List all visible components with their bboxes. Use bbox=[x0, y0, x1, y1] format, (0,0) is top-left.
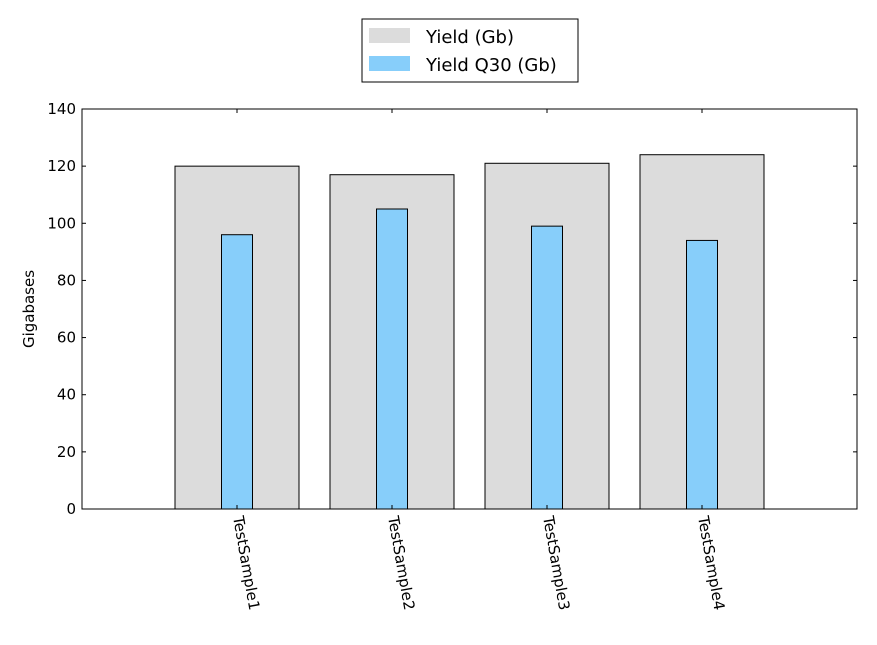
y-tick-label: 20 bbox=[57, 443, 76, 461]
x-tick-label: TestSample3 bbox=[539, 514, 573, 612]
x-tick-label: TestSample4 bbox=[694, 514, 728, 612]
legend-swatch-yield bbox=[369, 28, 410, 43]
legend-swatch-yield-q30 bbox=[369, 56, 410, 71]
x-tick-label: TestSample2 bbox=[384, 514, 418, 612]
y-tick-label: 100 bbox=[47, 214, 76, 232]
y-axis-label: Gigabases bbox=[20, 270, 38, 348]
y-tick-label: 120 bbox=[47, 157, 76, 175]
bar-yield-q30-testsample2 bbox=[376, 208, 408, 510]
plot-frame bbox=[81, 108, 858, 510]
y-tick-label: 80 bbox=[57, 271, 76, 289]
bar-yield-q30-testsample1 bbox=[221, 234, 253, 510]
legend: Yield (Gb) Yield Q30 (Gb) bbox=[361, 18, 579, 83]
y-tick-label: 0 bbox=[66, 500, 76, 518]
bars-layer bbox=[174, 154, 765, 510]
bar-yield-q30-testsample4 bbox=[686, 239, 718, 510]
y-tick-label: 140 bbox=[47, 100, 76, 118]
legend-label-yield-q30: Yield Q30 (Gb) bbox=[425, 55, 557, 76]
bar-yield-q30-testsample3 bbox=[531, 225, 563, 510]
y-tick-label: 60 bbox=[57, 329, 76, 347]
legend-label-yield: Yield (Gb) bbox=[425, 27, 514, 48]
x-tick-label: TestSample1 bbox=[229, 514, 263, 612]
y-tick-label: 40 bbox=[57, 386, 76, 404]
